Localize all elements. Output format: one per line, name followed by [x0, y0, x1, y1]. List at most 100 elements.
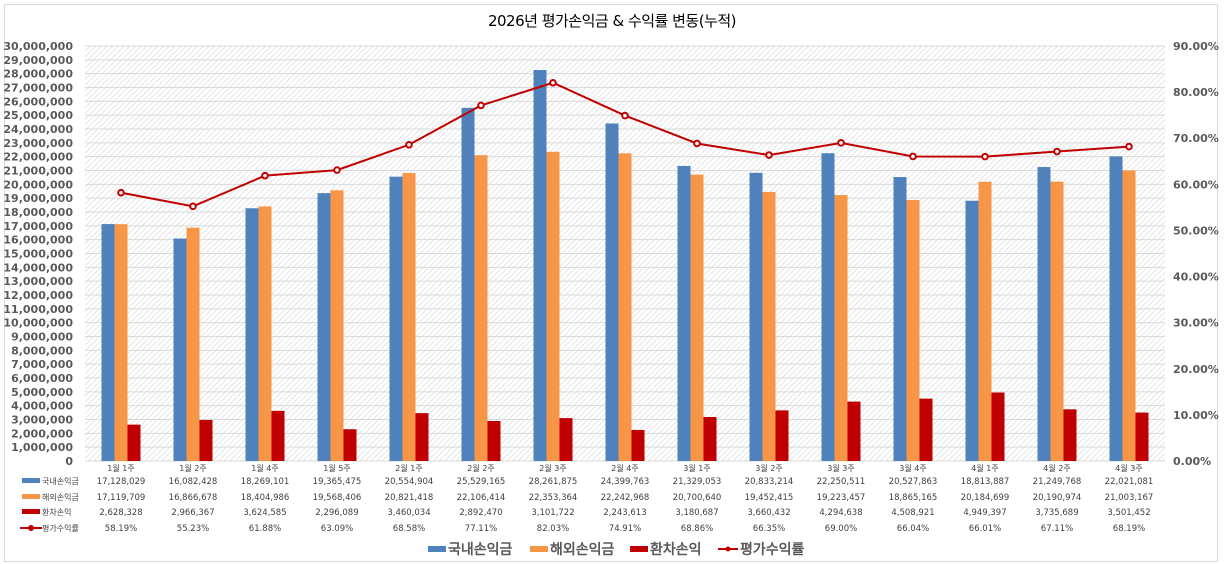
bar-1-4 — [317, 193, 331, 461]
category-label: 3월 3주 — [827, 463, 854, 473]
bar-2-2 — [186, 227, 200, 461]
left-tick-label: 16,000,000 — [3, 234, 73, 247]
table-cell: 66.04% — [897, 524, 929, 534]
table-cell: 2,296,089 — [315, 508, 358, 518]
category-label: 2월 4주 — [611, 463, 638, 473]
category-labels: 1월 1주 1월 2주 1월 4주 1월 5주 2월 1주 2월 2주 2월 3주 2월 4주… — [107, 463, 1142, 473]
right-tick-label: 70.00% — [1173, 132, 1219, 145]
right-tick-label: 50.00% — [1173, 224, 1219, 237]
bar-2-8 — [618, 153, 632, 461]
bar-3-11 — [847, 401, 861, 461]
bar-3-10 — [775, 410, 789, 461]
legend-swatch — [530, 546, 548, 552]
line-series — [117, 78, 1133, 211]
rate-point-9 — [693, 139, 701, 148]
table-key-swatch — [22, 509, 40, 514]
right-tick-label: 20.00% — [1173, 363, 1219, 376]
left-tick-label: 0 — [65, 455, 73, 468]
left-tick-label: 23,000,000 — [3, 137, 73, 150]
table-cell: 20,700,640 — [673, 493, 722, 503]
table-row-label: 평가수익률 — [42, 523, 79, 533]
table-cell: 19,452,415 — [745, 493, 794, 503]
table-cell: 3,501,452 — [1107, 508, 1150, 518]
category-label: 4월 2주 — [1043, 463, 1070, 473]
table-cell: 74.91% — [609, 524, 641, 534]
table-cell: 4,508,921 — [891, 508, 934, 518]
table-cell: 22,021,081 — [1105, 477, 1154, 487]
category-label: 2월 3주 — [539, 463, 566, 473]
legend-label: 평가수익률 — [740, 541, 805, 558]
table-cell: 68.58% — [393, 524, 425, 534]
left-tick-label: 20,000,000 — [3, 178, 73, 191]
table-cell: 22,106,414 — [457, 493, 506, 503]
rate-point-11 — [837, 139, 845, 147]
category-label: 1월 4주 — [251, 463, 278, 473]
category-label: 1월 5주 — [323, 463, 350, 473]
bar-1-10 — [749, 172, 763, 462]
bar-series — [101, 70, 1149, 462]
table-cell: 19,365,475 — [313, 477, 362, 487]
table-cell: 82.03% — [537, 524, 569, 534]
table-cell: 21,003,167 — [1105, 493, 1154, 503]
table-cell: 4,294,638 — [819, 508, 862, 518]
table-key-marker — [28, 525, 34, 531]
bar-3-5 — [415, 413, 429, 461]
left-tick-label: 22,000,000 — [3, 151, 73, 164]
left-tick-label: 26,000,000 — [3, 95, 73, 108]
bar-1-3 — [245, 208, 259, 461]
category-label: 3월 4주 — [899, 463, 926, 473]
table-cell: 19,568,406 — [313, 493, 362, 503]
bar-3-13 — [991, 392, 1005, 461]
table-cell: 3,101,722 — [531, 508, 574, 518]
table-cell: 22,250,511 — [817, 477, 866, 487]
rate-point-14 — [1053, 147, 1061, 156]
left-tick-label: 4,000,000 — [11, 400, 73, 413]
table-cell: 18,813,887 — [961, 477, 1010, 487]
table-cell: 22,242,968 — [601, 493, 650, 503]
bar-1-13 — [965, 200, 979, 462]
rate-point-7 — [549, 78, 557, 87]
chart-title: 2026년 평가손익금 & 수익률 변동(누적) — [487, 12, 737, 30]
bar-3-15 — [1135, 412, 1149, 461]
bar-2-3 — [258, 206, 272, 461]
category-label: 4월 1주 — [971, 463, 998, 473]
rate-point-3 — [261, 171, 269, 180]
table-cell: 2,892,470 — [459, 508, 502, 518]
left-tick-label: 28,000,000 — [3, 68, 73, 81]
bar-3-3 — [271, 410, 285, 461]
bar-3-14 — [1063, 409, 1077, 461]
bar-1-12 — [893, 177, 907, 461]
bar-1-2 — [173, 238, 187, 461]
category-label: 1월 1주 — [107, 463, 134, 473]
table-cell: 20,190,974 — [1033, 493, 1082, 503]
rate-point-5 — [405, 140, 413, 149]
table-cell: 63.09% — [321, 524, 353, 534]
category-label: 4월 3주 — [1115, 463, 1142, 473]
left-axis: 01,000,0002,000,0003,000,0004,000,0005,0… — [3, 40, 73, 468]
bar-3-9 — [703, 417, 717, 461]
left-tick-label: 29,000,000 — [3, 54, 73, 67]
right-tick-label: 10.00% — [1173, 409, 1219, 422]
legend-label: 환차손익 — [650, 541, 702, 558]
data-table: 국내손익금 17,128,029 16,082,428 18,269,101 19,36… — [20, 476, 1153, 534]
bar-3-6 — [487, 420, 501, 461]
left-tick-label: 15,000,000 — [3, 248, 73, 261]
rate-point-15 — [1125, 142, 1133, 151]
legend-label: 국내손익금 — [448, 541, 513, 558]
table-cell: 58.19% — [105, 524, 137, 534]
bar-2-7 — [546, 151, 560, 462]
left-tick-label: 13,000,000 — [3, 275, 73, 288]
table-cell: 18,269,101 — [241, 477, 290, 487]
table-row-label: 환차손익 — [42, 507, 71, 517]
rate-point-8 — [621, 111, 629, 120]
bar-1-5 — [389, 176, 403, 461]
left-tick-label: 27,000,000 — [3, 82, 73, 95]
category-label: 2월 1주 — [395, 463, 422, 473]
table-key-swatch — [22, 478, 40, 483]
right-axis: 0.00% 10.00% 20.00% 30.00% 40.00% 50.00% 60.00… — [1173, 40, 1219, 468]
table-cell: 68.19% — [1113, 524, 1145, 534]
bar-1-11 — [821, 153, 835, 461]
left-tick-label: 18,000,000 — [3, 206, 73, 219]
left-tick-label: 30,000,000 — [3, 40, 73, 53]
bar-2-15 — [1122, 170, 1136, 462]
